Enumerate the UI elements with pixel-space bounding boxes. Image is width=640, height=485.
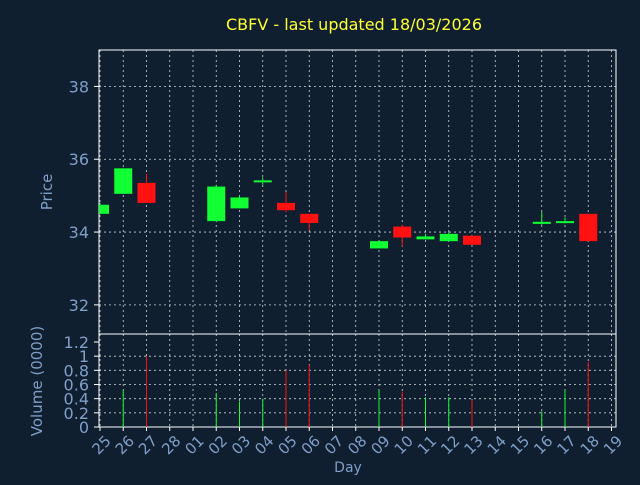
- candlesticks: [99, 168, 598, 249]
- price-axis-label: Price: [38, 174, 56, 211]
- candlestick-02: [207, 184, 226, 222]
- volume-panel-frame: [98, 333, 617, 428]
- volume-tick-label: 0.4: [64, 390, 89, 409]
- candlestick-17: [556, 217, 574, 224]
- day-axis-label: Day: [334, 460, 362, 476]
- price-tick-label: 38: [69, 77, 89, 96]
- candlestick-16: [532, 212, 551, 225]
- candlestick-26: [114, 168, 133, 194]
- price-grid: [99, 50, 616, 334]
- volume-grid: [99, 334, 616, 427]
- candlestick-11: [416, 233, 435, 240]
- candlestick-25: [99, 202, 109, 214]
- candlestick-12: [439, 232, 458, 242]
- volume-tick-label: 1.2: [64, 333, 89, 352]
- volume-axis-label: Volume (0000): [28, 326, 46, 436]
- candle-body: [230, 197, 249, 209]
- price-y-ticks: 32 34 36 38: [69, 77, 99, 315]
- candlestick-18: [579, 213, 598, 242]
- volume-tick-label: 0.2: [64, 404, 89, 423]
- price-panel-frame: [98, 49, 617, 335]
- candle-body: [277, 202, 295, 211]
- candlestick-27: [137, 173, 156, 203]
- candle-body: [370, 241, 388, 249]
- candlestick-04: [253, 177, 272, 185]
- chart-title: CBFV - last updated 18/03/2026: [226, 15, 482, 34]
- price-tick-label: 34: [69, 223, 89, 242]
- candle-body: [207, 186, 226, 222]
- candlestick-09: [370, 241, 388, 249]
- candle-body: [463, 235, 481, 245]
- candlestick-03: [230, 195, 249, 209]
- candlestick-13: [463, 235, 481, 245]
- candle-body: [99, 204, 109, 214]
- candle-body: [114, 168, 133, 194]
- candle-body: [532, 221, 551, 224]
- volume-tick-label: 0: [79, 418, 89, 437]
- day-x-ticks: 2526272801020304050607080910111213141516…: [89, 427, 626, 458]
- candlestick-10: [393, 224, 412, 247]
- candle-body: [253, 180, 272, 183]
- price-tick-label: 36: [69, 150, 89, 169]
- volume-tick-label: 1: [79, 347, 89, 366]
- candle-body: [439, 233, 458, 242]
- volume-bars: [122, 356, 589, 427]
- candlestick-06: [300, 213, 319, 231]
- candle-body: [137, 182, 156, 203]
- volume-tick-label: 0.8: [64, 361, 89, 380]
- day-tick-label: 19: [600, 432, 626, 458]
- volume-tick-label: 0.6: [64, 376, 89, 395]
- volume-y-ticks: 00.20.40.60.811.2: [64, 333, 99, 437]
- candlestick-05: [277, 192, 295, 213]
- candle-body: [300, 213, 319, 223]
- candle-body: [416, 236, 435, 240]
- candle-body: [556, 221, 574, 224]
- candle-body: [579, 213, 598, 242]
- candle-body: [393, 226, 412, 238]
- price-tick-label: 32: [69, 296, 89, 315]
